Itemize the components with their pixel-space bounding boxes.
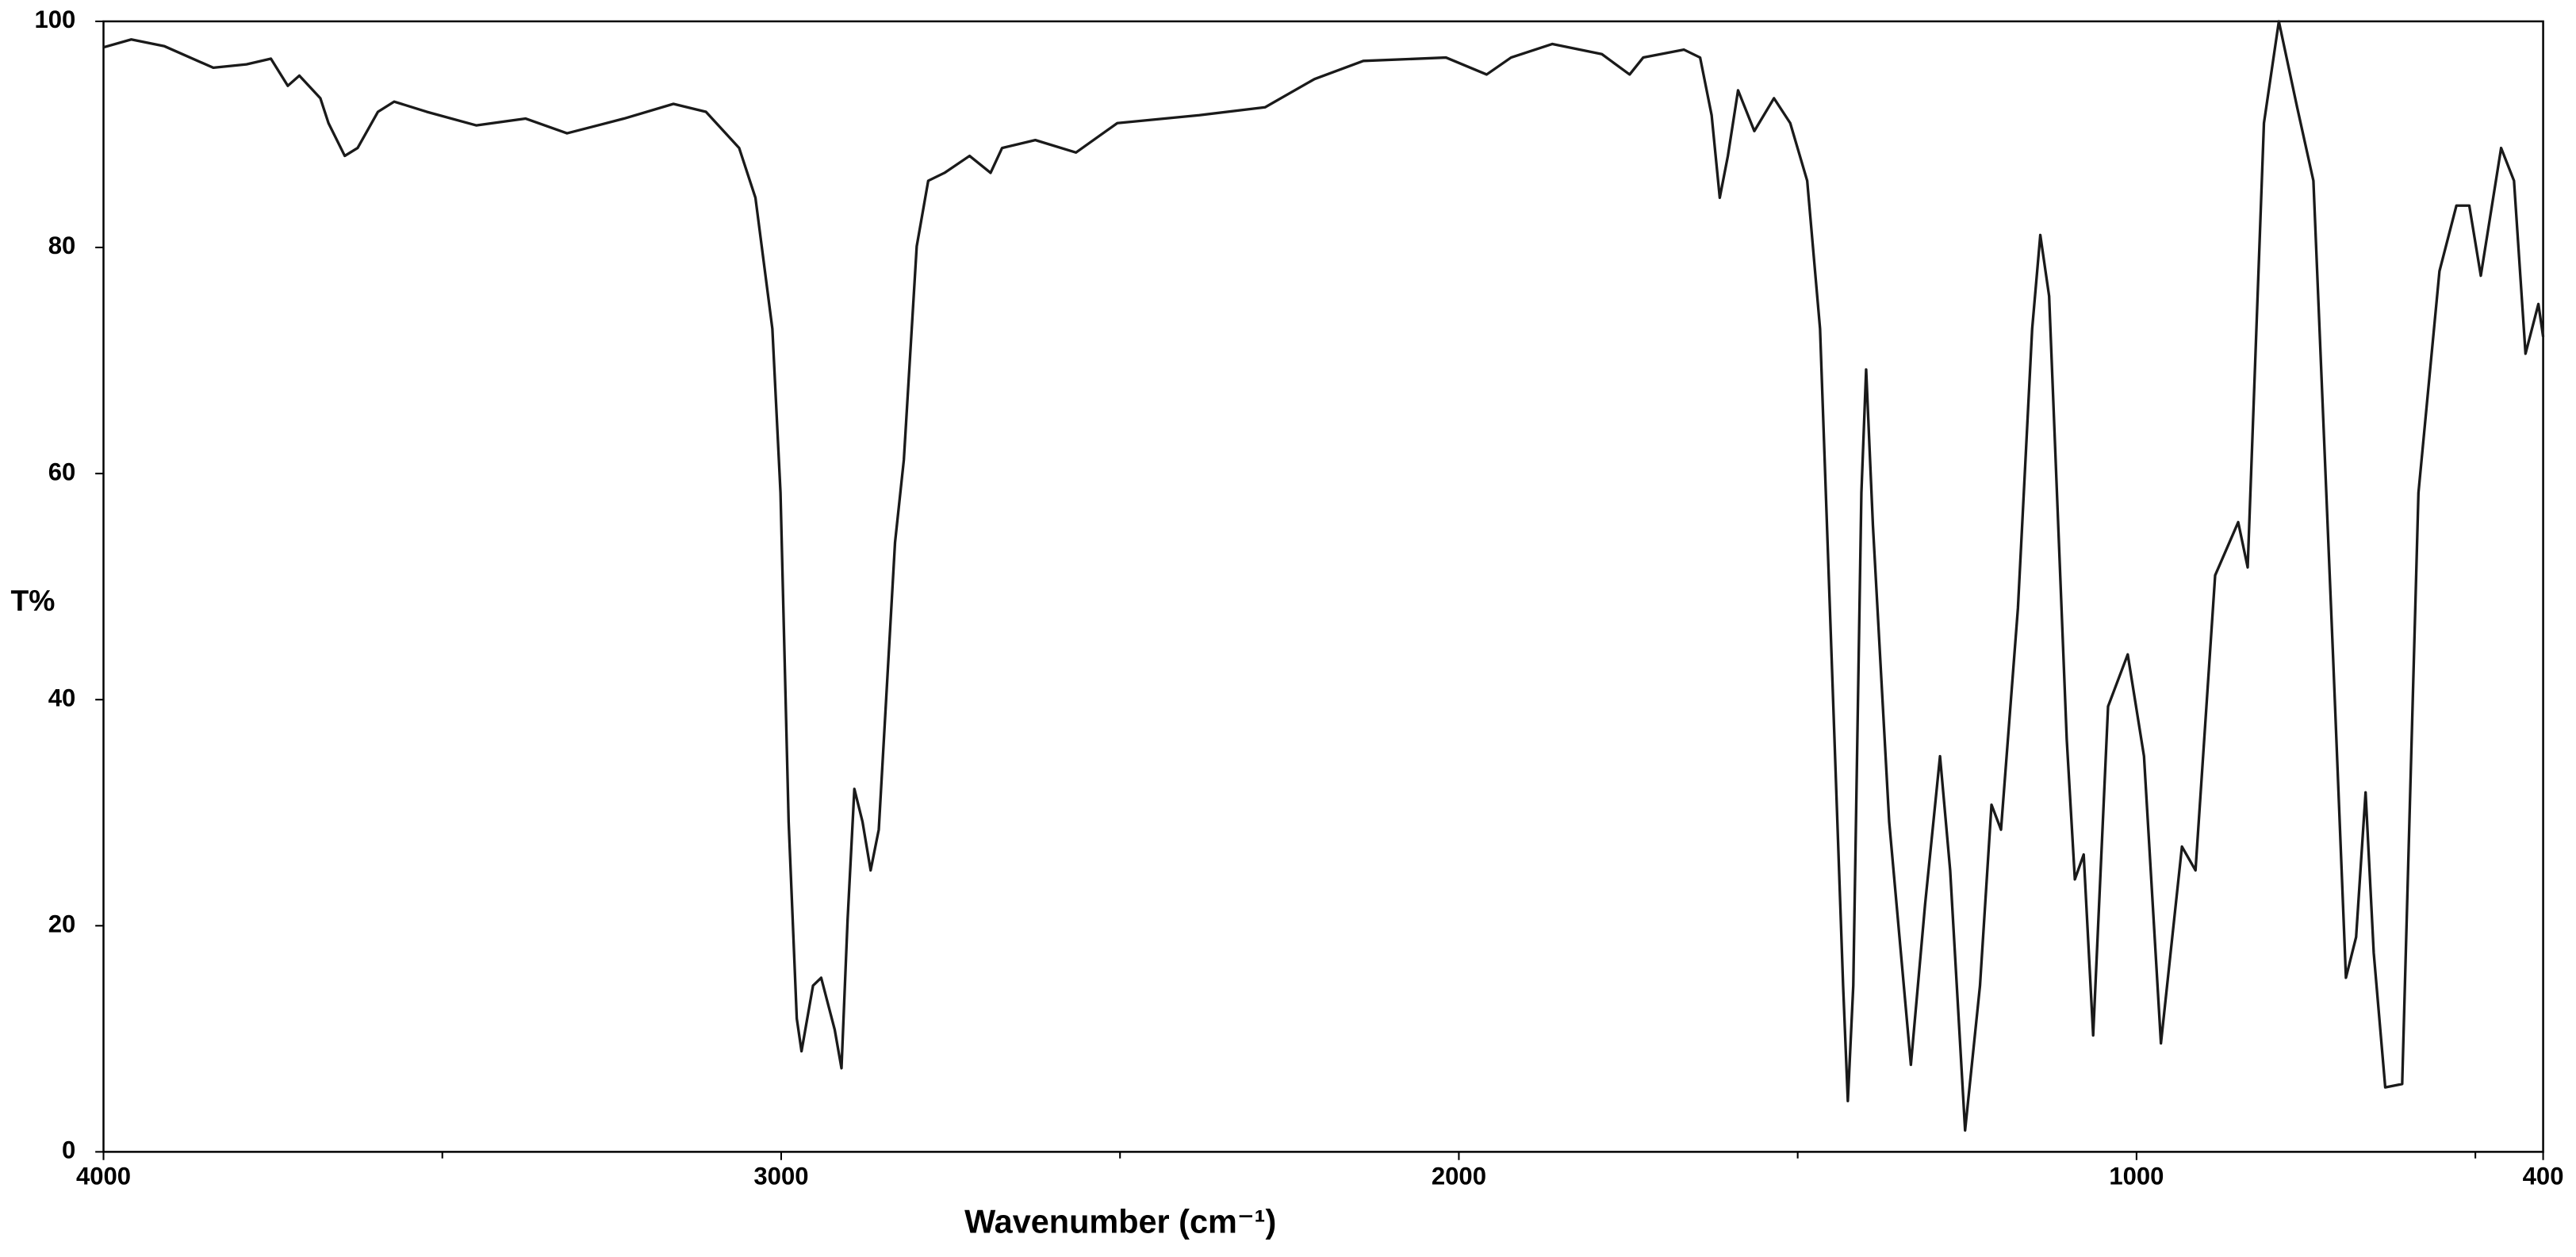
x-axis-title: Wavenumber (cm⁻¹) [964, 1202, 1276, 1240]
y-tick-label: 60 [48, 458, 76, 485]
y-tick-label: 100 [34, 6, 75, 33]
x-tick-label: 4000 [76, 1163, 131, 1190]
x-tick-label: 2000 [1432, 1163, 1486, 1190]
spectrum-line [103, 20, 2545, 1132]
y-tick-label: 0 [62, 1136, 75, 1164]
x-tick-label: 3000 [753, 1163, 808, 1190]
y-axis-title: T% [10, 584, 55, 617]
y-tick-label: 40 [48, 684, 76, 711]
plot-frame [102, 20, 2544, 1153]
x-tick-label: 1000 [2109, 1163, 2164, 1190]
y-tick-label: 20 [48, 910, 76, 938]
y-tick-label: 80 [48, 232, 76, 259]
x-tick-label: 400 [2523, 1163, 2564, 1190]
